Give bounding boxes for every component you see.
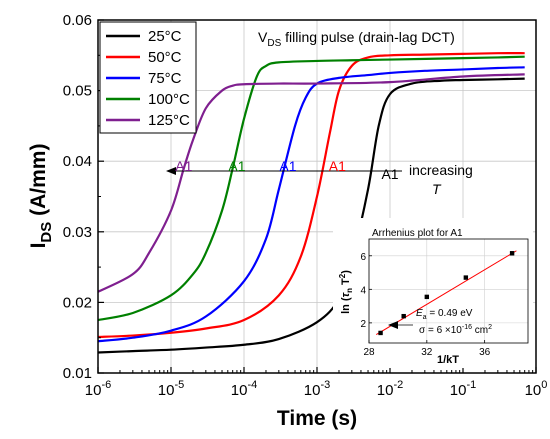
peak-labels: A1 A1 A1 A1 A1 (175, 158, 398, 182)
inset-y-sq: 2 (338, 273, 347, 278)
inset-x-tick-label: 28 (363, 347, 375, 358)
legend-label-3: 100°C (148, 91, 190, 108)
y-tick-label: 0.03 (63, 224, 92, 241)
axis-ticks (97, 19, 537, 374)
header-rest: filling pulse (drain-lag DCT) (281, 29, 455, 45)
inset-arrhenius-plot: Arrhenius plot for A1 28 32 36 2 4 6 1/kT ln … (333, 218, 533, 368)
y-axis-title-main: I (27, 243, 50, 249)
inset-sigma-unit: cm (472, 325, 488, 336)
inset-ea-symbol: E (416, 308, 423, 319)
series-line-4 (98, 73, 525, 293)
temperature-label: T (432, 181, 442, 197)
inset-y-tick-label: 2 (360, 319, 366, 330)
inset-ea-sub: a (423, 314, 427, 321)
y-tick-label: 0.06 (63, 12, 92, 29)
inset-sigma-exp: -16 (462, 324, 472, 331)
peak-label-3: A1 (329, 158, 346, 174)
series-layer (98, 52, 525, 354)
series-line-1 (98, 52, 525, 339)
inset-x-tick-label: 32 (421, 347, 433, 358)
legend-label-2: 75°C (148, 70, 182, 87)
inset-x-tick-label: 36 (479, 347, 491, 358)
peak-label-1: A1 (228, 158, 245, 174)
inset-data-point (424, 294, 430, 300)
header-annotation: VDS filling pulse (drain-lag DCT) (258, 29, 455, 49)
y-tick-label: 0.01 (63, 365, 92, 382)
y-axis-title: IDS (A/mm) (27, 144, 55, 249)
x-axis-title: Time (s) (277, 407, 357, 430)
inset-y-close: ) (340, 270, 352, 274)
grid-lines (98, 20, 536, 373)
x-tick-label: 10-2 (377, 379, 403, 399)
peak-label-2: A1 (279, 158, 296, 174)
y-axis-title-unit: (A/mm) (27, 144, 50, 222)
y-axis-title-sub: DS (38, 222, 55, 243)
series-line-2 (98, 66, 525, 343)
inset-y-tick-label: 6 (360, 252, 366, 263)
y-tick-label: 0.05 (63, 83, 92, 100)
inset-sigma-unit-exp: 2 (488, 324, 492, 331)
legend-label-4: 125°C (148, 112, 190, 129)
inset-tick-labels: 28 32 36 2 4 6 (360, 252, 490, 358)
inset-data-point (509, 251, 515, 256)
x-tick-label: 100 (525, 379, 548, 399)
inset-fit-line (375, 250, 517, 336)
header-sub: DS (267, 38, 281, 49)
inset-sigma-label: σ = 6 ×10-16 cm2 (419, 324, 492, 336)
tick-labels: 10-6 10-5 10-4 10-3 10-2 10-1 100 0.01 0.02 0.03 0… (63, 12, 548, 399)
x-tick-label: 10-6 (85, 379, 111, 399)
inset-x-title: 1/kT (437, 354, 459, 366)
inset-y-tick-label: 4 (360, 285, 366, 296)
x-tick-label: 10-1 (450, 379, 476, 399)
y-tick-label: 0.02 (63, 294, 92, 311)
inset-data-point (463, 275, 469, 280)
x-tick-label: 10-3 (304, 379, 330, 399)
x-tick-label: 10-5 (158, 379, 184, 399)
x-tick-label: 10-4 (231, 379, 257, 399)
y-tick-label: 0.04 (63, 153, 92, 170)
inset-sigma-main: σ = 6 ×10 (419, 325, 462, 336)
inset-y-T: T (340, 278, 352, 288)
increasing-label: increasing (409, 162, 473, 178)
legend-label-0: 25°C (148, 28, 182, 45)
header-main: V (258, 29, 268, 45)
legend-label-1: 50°C (148, 49, 182, 66)
series-line-3 (98, 55, 525, 322)
inset-ea-label: Ea = 0.49 eV (416, 308, 473, 321)
inset-y-main: ln ( (340, 297, 352, 314)
inset-data-point (401, 313, 406, 319)
inset-y-n: n (345, 288, 354, 293)
inset-marks (375, 250, 517, 336)
peak-label-4: A1 (381, 166, 398, 182)
legend: 25°C 50°C 75°C 100°C 125°C (99, 21, 197, 134)
inset-ea-value: = 0.49 eV (427, 308, 473, 319)
inset-y-tau: τ (340, 292, 352, 297)
inset-frame (368, 238, 529, 344)
inset-data-point (378, 330, 383, 336)
inset-y-title: ln (τn T2) (338, 270, 354, 314)
peak-label-0: A1 (175, 158, 192, 174)
inset-title: Arrhenius plot for A1 (372, 228, 463, 239)
